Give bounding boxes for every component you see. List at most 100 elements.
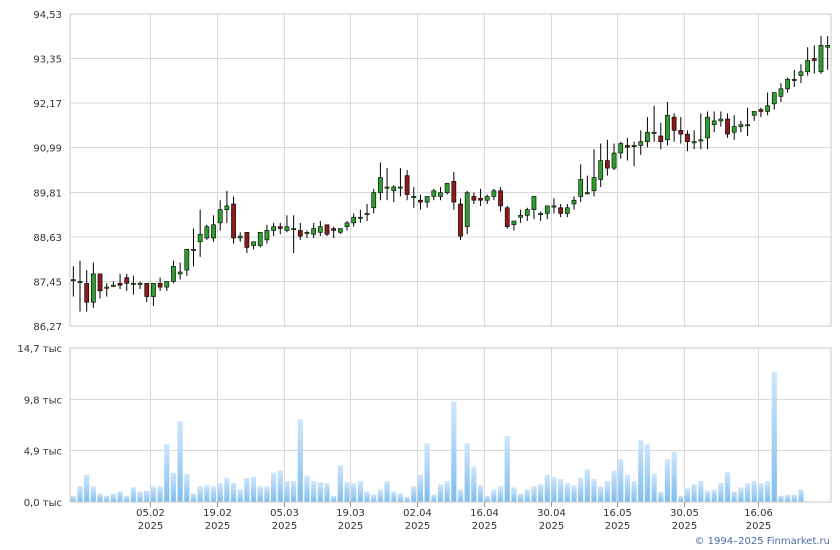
volume-grid <box>70 347 831 503</box>
volume-bar <box>277 470 283 502</box>
candle-body <box>97 273 103 292</box>
candle-body <box>631 145 637 147</box>
candle <box>765 92 770 116</box>
candle <box>771 92 777 110</box>
volume-tick-label: 14,7 тыс <box>17 344 62 355</box>
volume-bar <box>404 496 410 502</box>
candle-body <box>791 79 797 81</box>
volume-bar <box>571 485 577 502</box>
candle <box>638 130 644 155</box>
volume-bar <box>164 444 170 502</box>
candle <box>558 203 564 218</box>
volume-bar <box>704 490 711 502</box>
candle <box>224 190 230 223</box>
candle <box>818 35 824 74</box>
candle-body <box>678 130 684 135</box>
volume-bar <box>70 495 76 502</box>
candle <box>758 107 764 118</box>
candle-body <box>691 141 697 144</box>
candle <box>271 222 276 237</box>
candle <box>191 228 196 267</box>
candle-body <box>745 124 750 127</box>
candle <box>584 175 590 195</box>
volume-bar <box>604 481 610 502</box>
candle <box>324 224 330 237</box>
volume-tick-label: 9,8 тыс <box>24 395 62 406</box>
volume-bar <box>331 495 337 502</box>
candle <box>591 149 597 197</box>
copyright-text: © 1994–2025 Finmarket.ru <box>694 536 830 547</box>
candle <box>671 113 677 142</box>
candle-body <box>538 213 543 215</box>
candle <box>464 190 470 235</box>
x-tick-year: 2025 <box>338 521 363 532</box>
candle-body <box>524 209 530 216</box>
candle <box>97 273 103 299</box>
candle <box>358 209 363 223</box>
candle <box>297 222 303 240</box>
candle <box>257 232 263 248</box>
candle <box>104 283 110 297</box>
volume-bar <box>431 494 437 502</box>
candle-body <box>471 196 477 201</box>
volume-bar <box>90 486 96 502</box>
volume-bar <box>97 493 103 502</box>
candle <box>531 196 537 220</box>
candle <box>551 198 557 214</box>
candle-body <box>458 203 463 237</box>
candle-body <box>311 228 317 235</box>
candle-body <box>484 196 490 201</box>
volume-bar <box>671 451 677 502</box>
volume-bar <box>658 491 664 502</box>
candle-body <box>591 177 597 192</box>
candle-body <box>398 186 403 189</box>
candle <box>665 102 670 146</box>
volume-bar <box>351 483 357 502</box>
x-tick-label: 16.05 <box>603 508 632 519</box>
candle <box>117 273 123 289</box>
candlestick-series <box>70 35 831 312</box>
candle-body <box>284 226 290 231</box>
volume-bar <box>457 489 464 502</box>
price-grid <box>70 13 831 327</box>
candle-body <box>618 143 624 154</box>
volume-bar <box>264 486 270 502</box>
candle <box>344 220 350 231</box>
x-tick-label: 19.02 <box>203 508 232 519</box>
candle-body <box>151 283 156 297</box>
price-tick-label: 87,45 <box>33 277 62 288</box>
candle <box>351 213 357 227</box>
candle <box>90 262 96 308</box>
volume-bar <box>184 473 190 502</box>
volume-bar <box>130 487 137 502</box>
x-tick-year: 2025 <box>272 521 297 532</box>
volume-bar <box>751 481 757 502</box>
candle-body <box>671 116 677 131</box>
x-axis: 05.02 2025 19.02 2025 05.03 2025 19.03 2025 02.0… <box>136 502 773 532</box>
candle <box>137 281 143 289</box>
price-tick-label: 89,81 <box>33 188 62 199</box>
volume-bar <box>411 486 417 502</box>
x-tick-year: 2025 <box>672 521 697 532</box>
candle-body <box>304 232 310 234</box>
volume-bar <box>711 489 717 502</box>
candle <box>264 224 270 244</box>
volume-panel-frame <box>69 347 832 503</box>
volume-bar <box>551 476 557 502</box>
candle <box>578 164 584 203</box>
candle-body <box>645 131 650 142</box>
volume-bar <box>424 443 430 502</box>
candle-body <box>317 226 323 233</box>
volume-panel: 14,7 тыс 9,8 тыс 4,9 тыс 0,0 тыс <box>17 344 832 509</box>
candle-body <box>584 192 590 195</box>
candle <box>184 249 190 276</box>
volume-bar <box>678 495 684 502</box>
candle-body <box>491 190 497 197</box>
volume-bar <box>364 491 370 502</box>
candle-body <box>251 241 256 246</box>
candle <box>738 120 744 133</box>
candle-body <box>511 220 517 226</box>
volume-bar <box>544 474 550 502</box>
candle-body <box>698 139 704 142</box>
volume-bar <box>471 466 477 502</box>
